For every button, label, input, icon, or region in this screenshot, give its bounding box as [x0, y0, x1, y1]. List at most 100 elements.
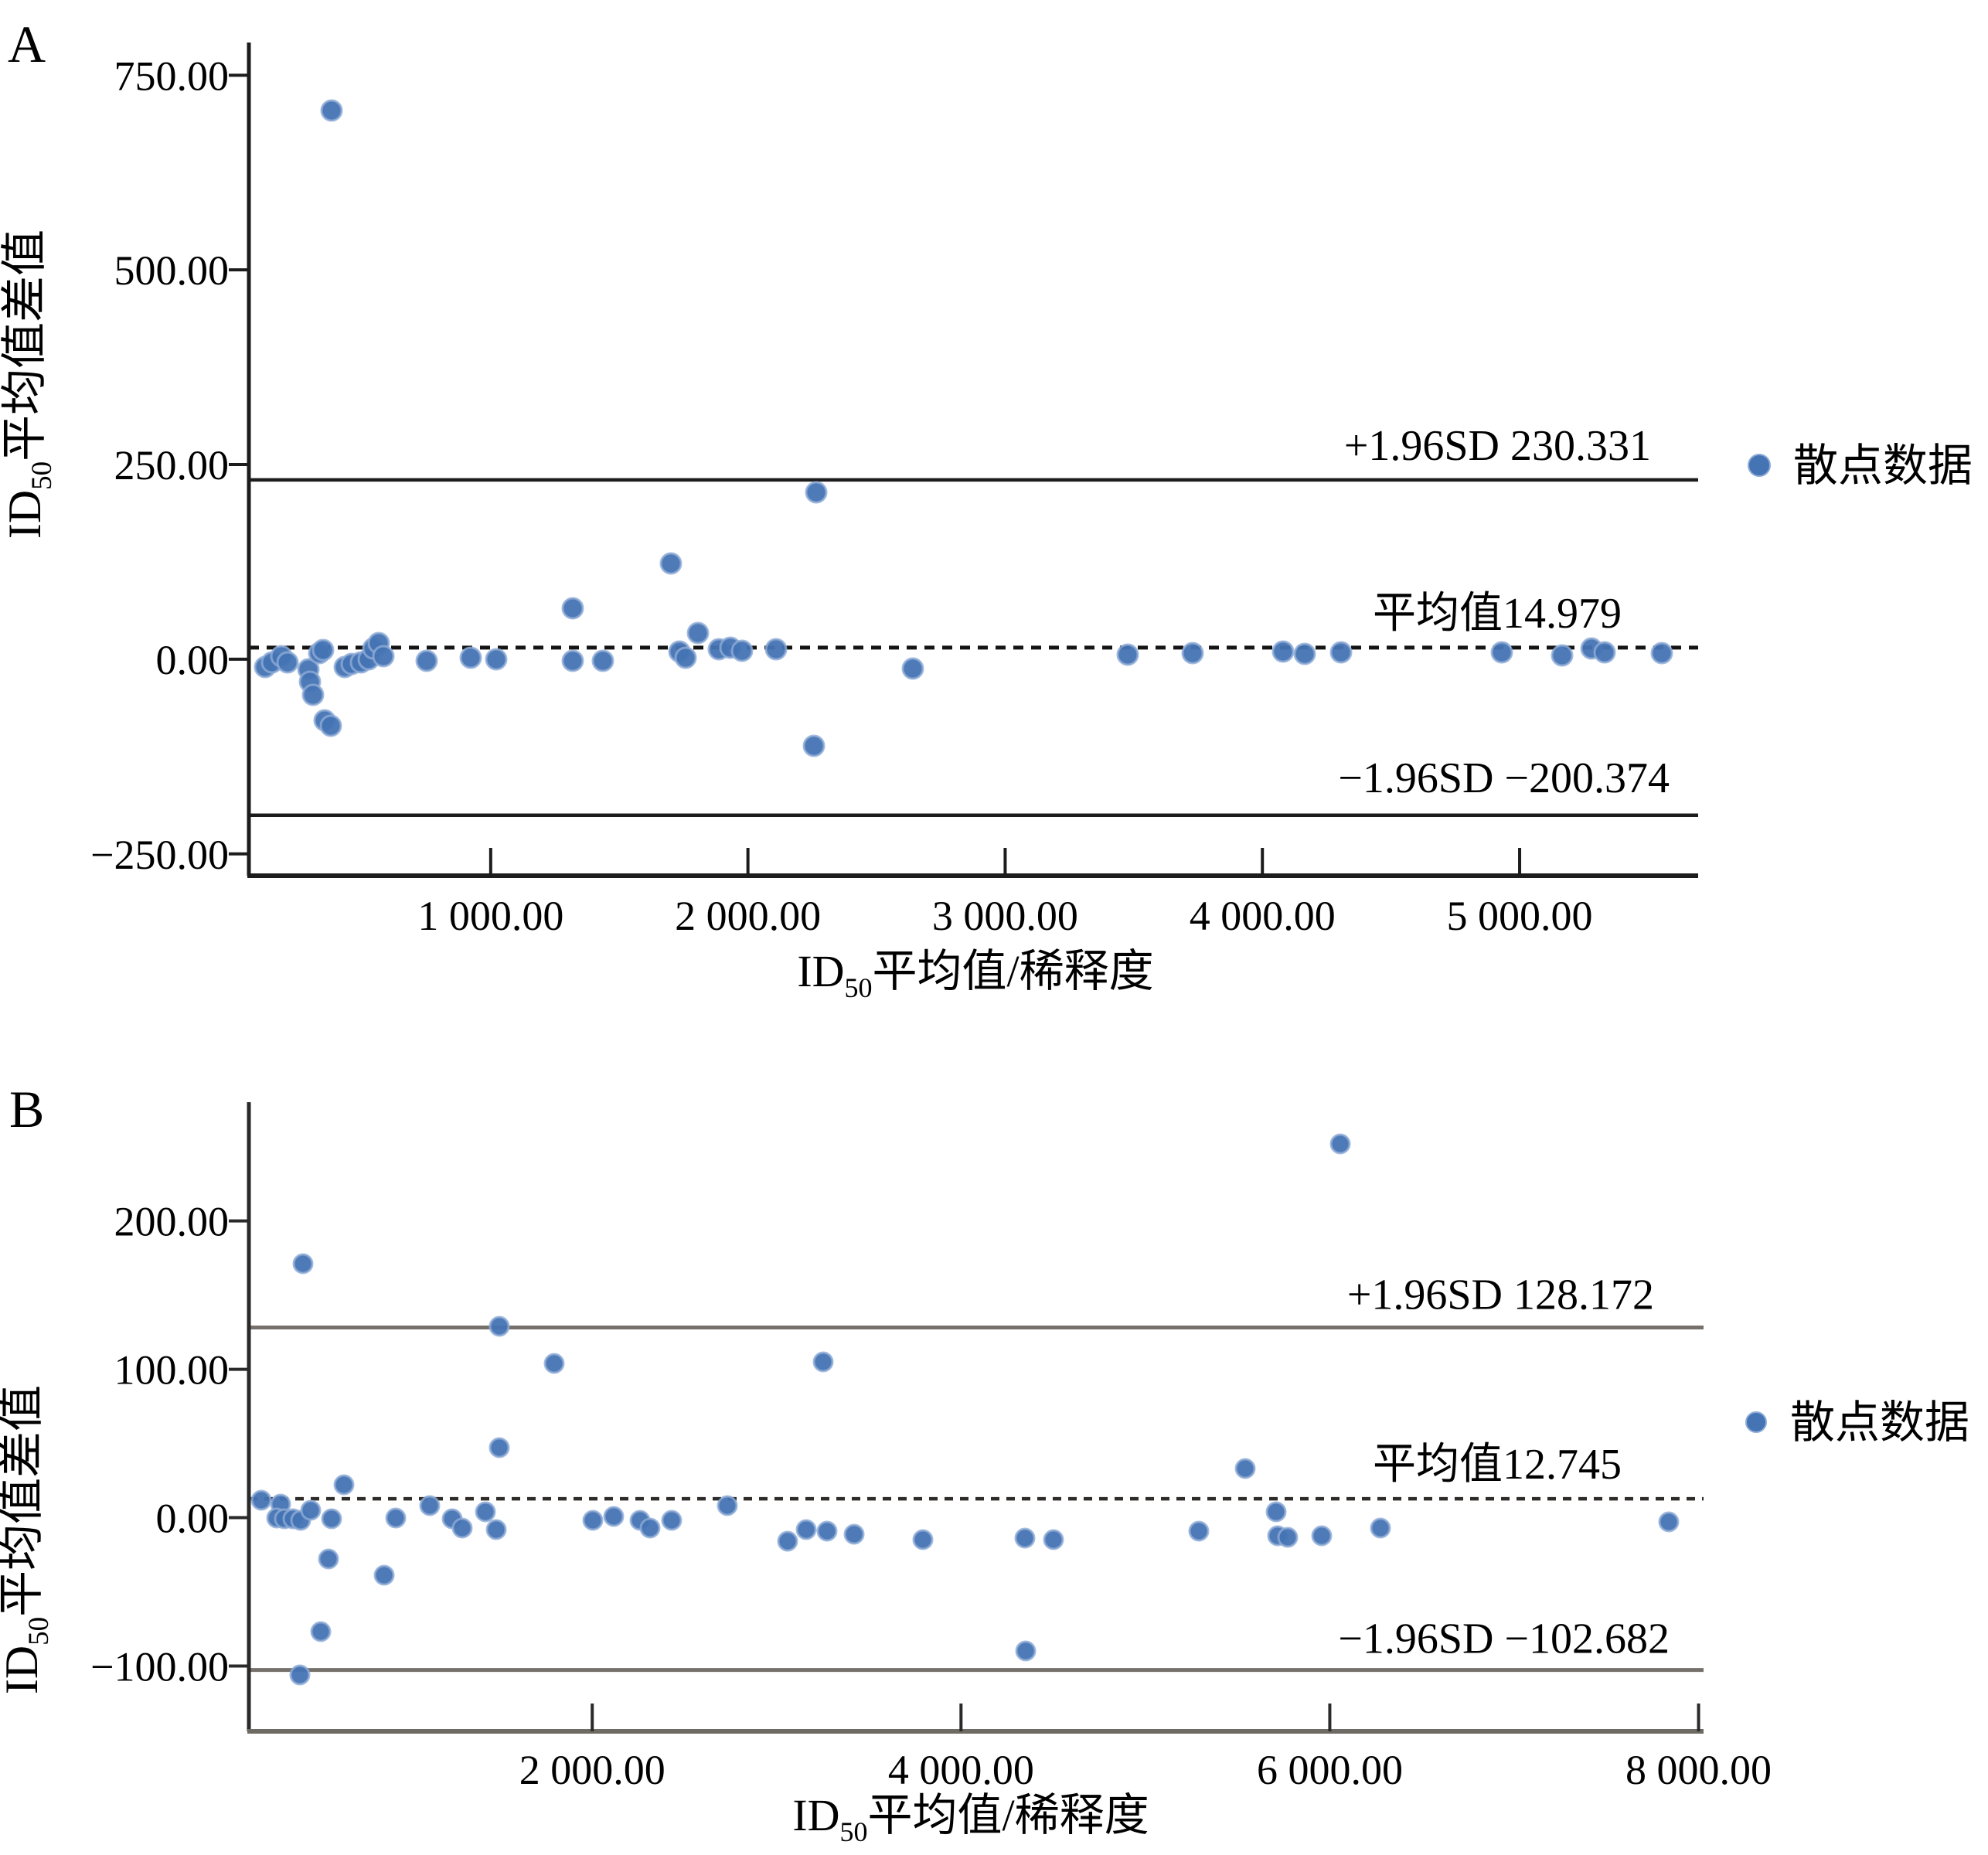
upper-limit-label: +1.96SD 128.172: [1347, 1271, 1654, 1319]
scatter-point: [311, 638, 335, 662]
mean-label: 平均值12.745: [1373, 1441, 1622, 1489]
subscript: 50: [26, 461, 58, 490]
x-tick-label: 4 000.00: [888, 1747, 1034, 1793]
scatter-point: [1551, 644, 1574, 667]
scatter-point: [318, 1548, 339, 1570]
x-tick-label: 5 000.00: [1447, 893, 1593, 939]
scatter-point: [912, 1529, 934, 1550]
scatter-point: [561, 597, 584, 620]
scatter-point: [333, 1474, 355, 1496]
scatter-point: [1234, 1458, 1256, 1479]
y-tick-label: 500.00: [114, 247, 230, 294]
scatter-point: [1116, 643, 1139, 666]
scatter-point: [475, 1501, 496, 1523]
x-tick-label: 3 000.00: [932, 893, 1078, 939]
scatter-point: [488, 1437, 510, 1458]
scatter-point: [674, 646, 697, 669]
scatter-point: [1311, 1525, 1333, 1547]
scatter-point: [415, 649, 438, 672]
scatter-point: [485, 1519, 507, 1540]
scatter-point: [310, 1621, 332, 1642]
subscript: 50: [23, 1617, 55, 1646]
scatter-point: [301, 683, 325, 706]
scatter-point: [289, 1664, 311, 1686]
y-tick-label: 100.00: [114, 1347, 230, 1394]
scatter-point: [292, 1253, 314, 1275]
y-tick-label: −100.00: [90, 1644, 229, 1690]
scatter-point: [717, 1495, 738, 1516]
panel-letter-A: A: [8, 15, 46, 73]
scatter-point: [543, 1353, 565, 1374]
scatter-point: [1181, 642, 1204, 665]
x-tick-label: 1 000.00: [417, 893, 563, 939]
y-tick-label: 0.00: [156, 637, 230, 683]
lower-limit-label: −1.96SD −102.682: [1338, 1615, 1670, 1663]
scatter-point: [276, 651, 299, 674]
legend-label: 散点数据: [1790, 1397, 1969, 1448]
y-tick-label: 0.00: [156, 1496, 230, 1542]
scatter-point: [372, 645, 395, 668]
scatter-point: [1650, 642, 1673, 665]
x-tick-label: 8 000.00: [1625, 1747, 1772, 1793]
scatter-point: [661, 1510, 683, 1531]
scatter-point: [1043, 1529, 1064, 1550]
y-tick-label: 200.00: [114, 1199, 230, 1245]
y-axis-title: ID50平均值差值: [0, 230, 58, 539]
scatter-point: [639, 1517, 661, 1539]
y-tick-label: 250.00: [114, 442, 230, 488]
scatter-point: [1490, 641, 1513, 664]
scatter-point: [591, 649, 614, 672]
scatter-point: [1014, 1527, 1036, 1549]
scatter-point: [764, 638, 788, 661]
scatter-point: [300, 1499, 322, 1521]
scatter-point: [901, 657, 924, 680]
scatter-point: [451, 1517, 473, 1539]
scatter-point: [1277, 1527, 1299, 1548]
x-tick-label: 2 000.00: [675, 893, 821, 939]
scatter-point: [250, 1489, 272, 1511]
scatter-point: [459, 646, 482, 669]
legend-marker-icon: [1748, 454, 1771, 477]
legend-marker-icon: [1745, 1411, 1767, 1433]
scatter-point: [1370, 1517, 1391, 1539]
y-axis-title: ID50平均值差值: [0, 1385, 55, 1694]
scatter-point: [1593, 641, 1616, 664]
x-axis-title: ID50平均值/稀释度: [797, 946, 1153, 1003]
scatter-point: [485, 648, 508, 671]
scatter-point: [816, 1520, 838, 1542]
scatter-point: [805, 481, 828, 504]
mean-label: 平均值14.979: [1373, 590, 1622, 638]
scatter-point: [1265, 1501, 1287, 1523]
scatter-point: [488, 1316, 510, 1337]
subscript: 50: [840, 1816, 868, 1847]
scatter-point: [1329, 1133, 1351, 1155]
scatter-point: [777, 1530, 798, 1552]
scatter-point: [1658, 1511, 1680, 1533]
x-tick-label: 4 000.00: [1190, 893, 1336, 939]
scatter-point: [603, 1506, 625, 1527]
legend-label: 散点数据: [1793, 441, 1973, 491]
panel-letter-B: B: [9, 1080, 44, 1139]
scatter-point: [659, 552, 683, 575]
scatter-point: [812, 1351, 834, 1373]
scatter-point: [1293, 642, 1316, 665]
y-tick-label: 750.00: [114, 53, 230, 99]
scatter-point: [1015, 1640, 1037, 1662]
scatter-point: [561, 649, 584, 672]
scatter-point: [802, 734, 825, 757]
subscript: 50: [845, 972, 873, 1003]
x-tick-label: 2 000.00: [519, 1747, 666, 1793]
scatter-point: [385, 1507, 407, 1529]
scatter-point: [843, 1523, 865, 1545]
scatter-point: [321, 1508, 342, 1530]
upper-limit-label: +1.96SD 230.331: [1344, 422, 1651, 470]
scatter-point: [373, 1564, 395, 1586]
scatter-point: [1188, 1520, 1210, 1542]
scatter-point: [730, 639, 754, 662]
scatter-point: [1329, 641, 1353, 664]
lower-limit-label: −1.96SD −200.374: [1338, 754, 1670, 802]
scatter-point: [1271, 640, 1295, 663]
